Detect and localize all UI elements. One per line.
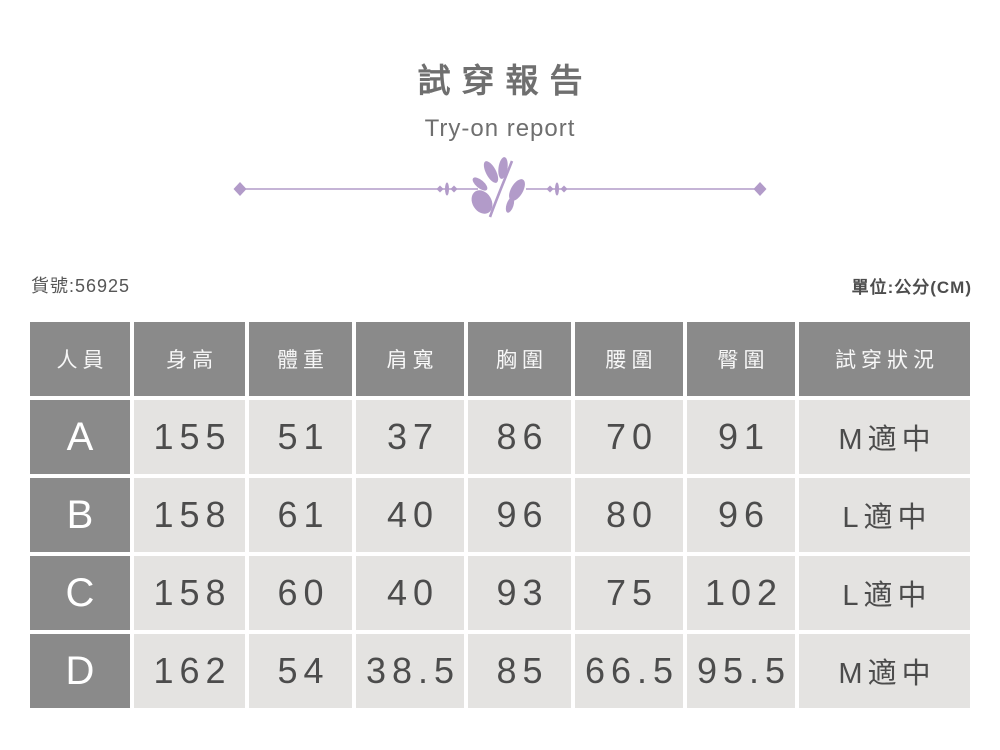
report-header: 試穿報告 Try-on report (0, 0, 1000, 221)
table-cell: 91 (687, 400, 795, 474)
table-cell: 40 (356, 478, 464, 552)
table-cell: 102 (687, 556, 795, 630)
table-cell: 37 (356, 400, 464, 474)
table-cell: 40 (356, 556, 464, 630)
table-cell: 54 (249, 634, 352, 708)
column-header-weight: 體重 (249, 322, 352, 396)
iris-flower-divider-icon (233, 157, 767, 218)
fit-status-cell: L適中 (799, 478, 970, 552)
fit-status-cell: M適中 (799, 400, 970, 474)
table-cell: 51 (249, 400, 352, 474)
table-cell: 86 (468, 400, 571, 474)
fit-status-cell: L適中 (799, 556, 970, 630)
table-cell: 155 (134, 400, 245, 474)
column-header-height: 身高 (134, 322, 245, 396)
page-title: 試穿報告 (417, 62, 594, 99)
table-cell: 158 (134, 478, 245, 552)
row-label: C (30, 556, 130, 630)
product-sku-label: 貨號:56925 (31, 276, 131, 296)
row-label: D (30, 634, 130, 708)
table-cell: 80 (575, 478, 683, 552)
table-cell: 70 (575, 400, 683, 474)
column-header-fit-status: 試穿狀況 (799, 322, 970, 396)
table-cell: 96 (468, 478, 571, 552)
column-header-chest: 胸圍 (468, 322, 571, 396)
ornamental-divider (0, 157, 1000, 221)
table-cell: 66.5 (575, 634, 683, 708)
table-cell: 162 (134, 634, 245, 708)
table-cell: 85 (468, 634, 571, 708)
table-cell: 61 (249, 478, 352, 552)
row-label: A (30, 400, 130, 474)
table-cell: 75 (575, 556, 683, 630)
meta-row: 貨號:56925 單位:公分(CM) (31, 272, 972, 298)
try-on-measurement-table: 人員 身高 體重 肩寬 胸圍 腰圍 臀圍 試穿狀況 A 155 51 37 86… (30, 322, 970, 708)
table-cell: 93 (468, 556, 571, 630)
column-header-waist: 腰圍 (575, 322, 683, 396)
row-label: B (30, 478, 130, 552)
page-subtitle: Try-on report (424, 115, 576, 142)
measurement-unit-label: 單位:公分(CM) (851, 278, 972, 297)
table-cell: 38.5 (356, 634, 464, 708)
table-cell: 95.5 (687, 634, 795, 708)
table-cell: 158 (134, 556, 245, 630)
column-header-hip: 臀圍 (687, 322, 795, 396)
column-header-shoulder: 肩寬 (356, 322, 464, 396)
table-cell: 60 (249, 556, 352, 630)
fit-status-cell: M適中 (799, 634, 970, 708)
column-header-person: 人員 (30, 322, 130, 396)
table-cell: 96 (687, 478, 795, 552)
